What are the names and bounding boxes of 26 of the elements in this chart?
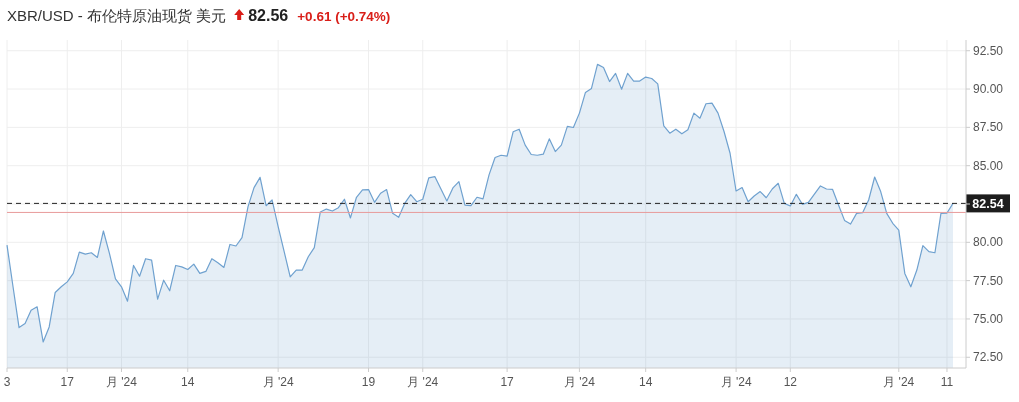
x-tick-label: 月 '24 (883, 375, 915, 389)
y-tick-label: 72.50 (973, 350, 1004, 365)
chart-title: XBR/USD - 布伦特原油现货 美元 (7, 7, 227, 24)
x-tick-label: 月 '24 (407, 375, 439, 389)
y-tick-label: 75.00 (973, 311, 1004, 326)
y-tick-label: 87.50 (973, 120, 1004, 135)
x-tick-label: 月 '24 (563, 375, 596, 389)
y-tick-label: 90.00 (973, 82, 1004, 97)
ref-line-label: 82.54 (972, 196, 1004, 211)
x-tick-label: 14 (181, 375, 195, 389)
x-tick-label: 12 (783, 375, 798, 389)
x-tick-label: 19 (361, 375, 376, 389)
x-tick-label: 17 (500, 375, 515, 389)
x-tick-label: 月 '24 (105, 375, 138, 389)
x-tick-label: 3 (3, 375, 11, 389)
text: 82.56 (248, 7, 289, 24)
y-tick-label: 85.00 (973, 158, 1004, 173)
x-tick-label: 月 '24 (262, 375, 294, 389)
x-tick-label: 11 (940, 375, 954, 389)
text: +0.61 (+0.74%) (297, 9, 391, 24)
y-tick-label: 80.00 (973, 235, 1004, 250)
x-tick-label: 月 '24 (720, 375, 752, 389)
x-tick-label: 17 (60, 375, 75, 389)
y-tick-label: 92.50 (973, 43, 1004, 58)
y-tick-label: 77.50 (973, 273, 1004, 288)
x-tick-label: 14 (639, 375, 653, 389)
